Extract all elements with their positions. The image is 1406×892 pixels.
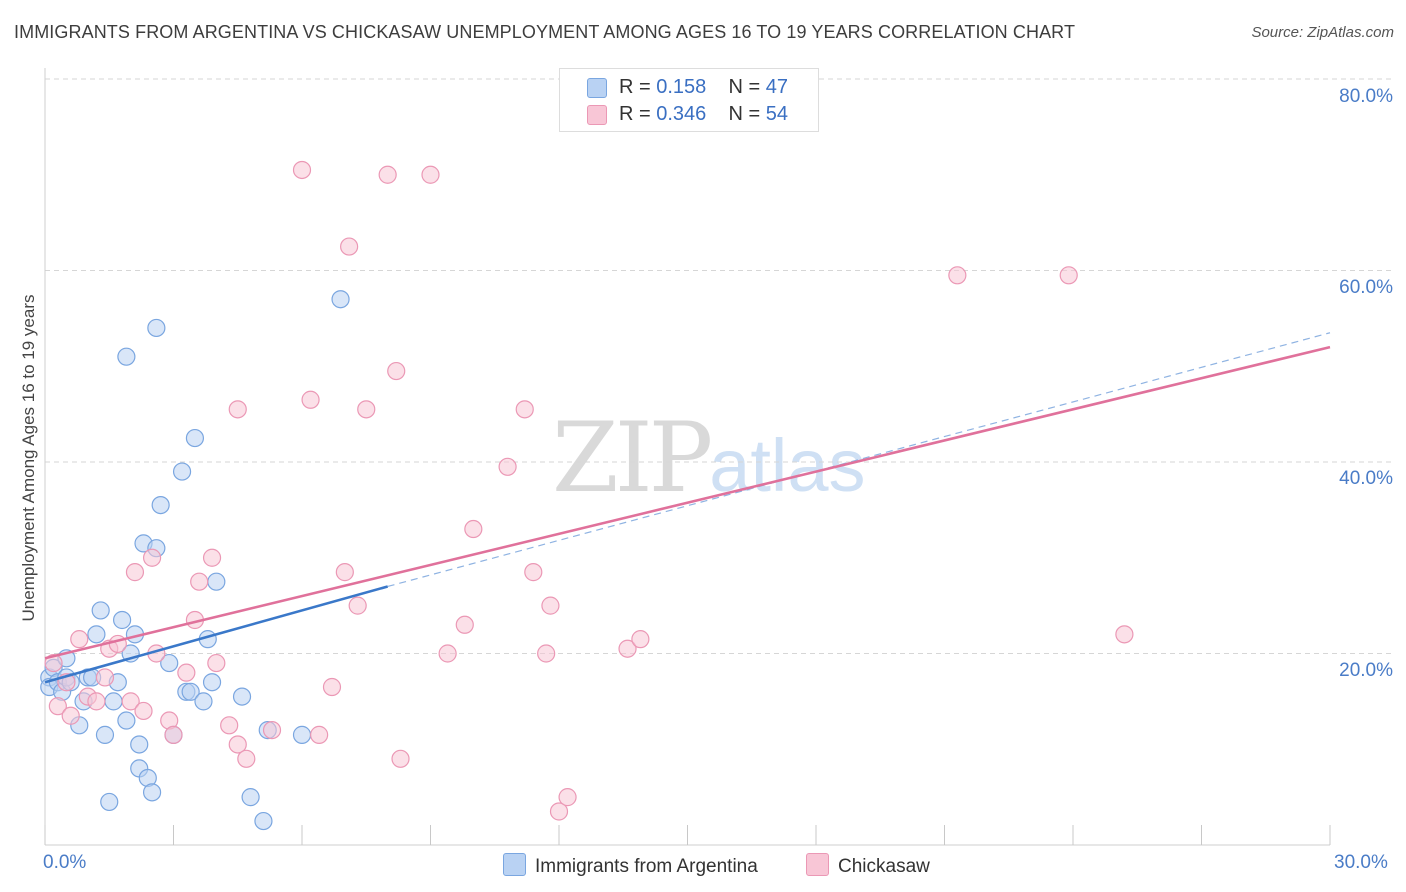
point-chickasaw-25 bbox=[237, 749, 256, 768]
point-chickasaw-40 bbox=[455, 615, 474, 634]
point-chickasaw-53 bbox=[1115, 625, 1134, 644]
point-argentina-35 bbox=[181, 682, 200, 701]
point-argentina-18 bbox=[112, 610, 132, 630]
point-chickasaw-49 bbox=[618, 639, 637, 658]
y-tick-label-60: 60.0% bbox=[1339, 277, 1393, 298]
point-argentina-42 bbox=[241, 788, 260, 807]
legend-text-chickasaw: R = 0.346 N = 54 bbox=[619, 103, 789, 125]
point-chickasaw-26 bbox=[262, 720, 282, 740]
chart-title: IMMIGRANTS FROM ARGENTINA VS CHICKASAW U… bbox=[14, 22, 1076, 42]
watermark-zip: ZIP bbox=[552, 402, 713, 514]
bottom-legend-chickasaw: Chickasaw bbox=[806, 853, 930, 878]
point-chickasaw-19 bbox=[190, 572, 209, 591]
point-chickasaw-46 bbox=[541, 596, 560, 615]
point-argentina-30 bbox=[151, 495, 170, 515]
point-chickasaw-4 bbox=[70, 630, 89, 649]
point-argentina-39 bbox=[202, 673, 222, 692]
point-chickasaw-0 bbox=[44, 653, 63, 673]
point-chickasaw-12 bbox=[134, 701, 153, 721]
point-chickasaw-37 bbox=[391, 749, 410, 768]
point-chickasaw-29 bbox=[310, 725, 329, 744]
point-chickasaw-38 bbox=[421, 165, 440, 184]
y-tick-label-40: 40.0% bbox=[1339, 468, 1393, 489]
point-chickasaw-41 bbox=[464, 519, 483, 539]
point-argentina-43 bbox=[254, 811, 273, 831]
point-chickasaw-30 bbox=[322, 677, 342, 697]
trendline-argentina-dashed bbox=[387, 332, 1331, 588]
point-chickasaw-51 bbox=[948, 266, 967, 285]
point-argentina-41 bbox=[232, 687, 252, 706]
point-chickasaw-44 bbox=[524, 563, 543, 582]
point-chickasaw-10 bbox=[121, 692, 140, 711]
point-chickasaw-31 bbox=[335, 563, 354, 582]
point-chickasaw-45 bbox=[537, 644, 556, 663]
point-chickasaw-3 bbox=[61, 706, 80, 725]
point-argentina-12 bbox=[87, 625, 106, 644]
point-chickasaw-43 bbox=[515, 400, 534, 419]
grid-lines bbox=[45, 78, 1392, 654]
point-chickasaw-39 bbox=[438, 644, 457, 663]
point-chickasaw-17 bbox=[177, 663, 196, 682]
point-argentina-19 bbox=[117, 711, 136, 730]
point-argentina-45 bbox=[292, 725, 312, 744]
legend-swatch-chickasaw bbox=[587, 105, 607, 125]
x-tick-label-max: 30.0% bbox=[1334, 852, 1388, 873]
point-chickasaw-35 bbox=[378, 165, 397, 184]
correlation-legend: R = 0.158 N = 47 R = 0.346 N = 54 bbox=[559, 68, 819, 132]
point-argentina-15 bbox=[100, 792, 119, 812]
point-argentina-14 bbox=[95, 725, 115, 744]
trendline-argentina bbox=[44, 585, 389, 684]
point-chickasaw-6 bbox=[87, 692, 106, 711]
point-chickasaw-1 bbox=[48, 697, 67, 716]
legend-text-argentina: R = 0.158 N = 47 bbox=[619, 76, 789, 98]
point-argentina-37 bbox=[194, 692, 213, 711]
point-argentina-27 bbox=[142, 783, 162, 802]
source-label: Source: ZipAtlas.com bbox=[1251, 24, 1394, 41]
bottom-legend-argentina: Immigrants from Argentina bbox=[503, 853, 758, 878]
point-chickasaw-24 bbox=[228, 400, 247, 419]
point-chickasaw-50 bbox=[631, 630, 650, 649]
point-argentina-40 bbox=[207, 572, 226, 591]
bottom-legend-swatch-chickasaw bbox=[806, 853, 829, 876]
point-chickasaw-47 bbox=[549, 802, 569, 821]
point-argentina-29 bbox=[147, 318, 166, 338]
y-tick-label-80: 80.0% bbox=[1339, 86, 1393, 107]
point-argentina-13 bbox=[91, 601, 110, 620]
point-chickasaw-22 bbox=[220, 716, 239, 735]
point-argentina-20 bbox=[117, 347, 136, 366]
point-argentina-16 bbox=[104, 692, 123, 711]
bottom-legend-swatch-argentina bbox=[503, 853, 526, 876]
point-chickasaw-16 bbox=[164, 725, 183, 744]
x-tick-label-min: 0.0% bbox=[43, 852, 87, 873]
trend-lines bbox=[44, 332, 1331, 684]
point-chickasaw-7 bbox=[95, 668, 115, 687]
y-tick-label-20: 20.0% bbox=[1339, 660, 1393, 681]
point-chickasaw-48 bbox=[558, 788, 577, 807]
axes bbox=[44, 68, 1331, 846]
point-chickasaw-36 bbox=[387, 361, 406, 381]
point-chickasaw-32 bbox=[340, 237, 359, 256]
point-argentina-33 bbox=[172, 462, 192, 481]
point-chickasaw-20 bbox=[202, 548, 222, 567]
point-chickasaw-27 bbox=[292, 160, 312, 180]
point-argentina-31 bbox=[160, 653, 179, 673]
point-argentina-36 bbox=[185, 428, 205, 448]
point-chickasaw-52 bbox=[1059, 266, 1078, 285]
point-argentina-24 bbox=[130, 735, 149, 754]
point-argentina-46 bbox=[331, 290, 350, 309]
point-chickasaw-23 bbox=[228, 735, 247, 754]
point-chickasaw-21 bbox=[207, 653, 226, 673]
trendline-chickasaw bbox=[44, 345, 1331, 660]
data-points bbox=[40, 160, 1134, 831]
point-chickasaw-42 bbox=[498, 457, 517, 476]
legend-swatch-argentina bbox=[587, 78, 607, 98]
point-chickasaw-11 bbox=[125, 563, 145, 582]
point-chickasaw-28 bbox=[301, 390, 320, 409]
y-axis-title: Unemployment Among Ages 16 to 19 years bbox=[19, 294, 38, 622]
point-chickasaw-13 bbox=[142, 548, 162, 567]
point-chickasaw-33 bbox=[348, 596, 367, 615]
point-chickasaw-34 bbox=[357, 400, 376, 419]
